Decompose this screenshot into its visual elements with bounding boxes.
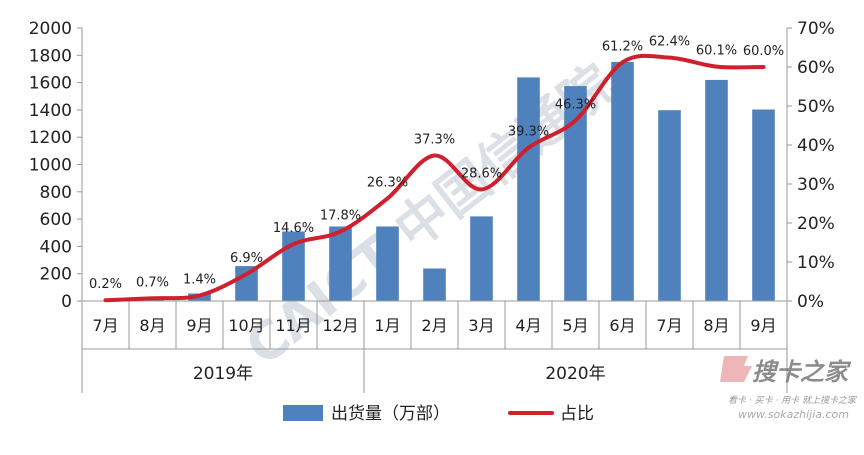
- y-right-tick-label: 0%: [797, 292, 824, 312]
- bar-12: [611, 62, 634, 301]
- share-data-label: 1.4%: [183, 273, 216, 288]
- share-data-label: 14.6%: [273, 221, 314, 236]
- y-right-tick-label: 10%: [797, 253, 835, 273]
- bar-10: [517, 77, 540, 301]
- bar-15: [752, 110, 775, 302]
- bar-7: [376, 227, 399, 302]
- y-left-tick-label: 1600: [29, 74, 72, 94]
- share-data-label: 0.7%: [136, 275, 169, 290]
- y-left-tick-label: 1200: [29, 128, 72, 148]
- bar-9: [470, 216, 493, 301]
- category-label: 5月: [562, 316, 588, 335]
- category-label: 6月: [609, 316, 635, 335]
- y-left-tick-label: 0: [61, 292, 72, 312]
- category-label: 1月: [374, 316, 400, 335]
- category-label: 9月: [186, 316, 212, 335]
- bar-14: [705, 80, 728, 301]
- category-label: 10月: [228, 316, 264, 335]
- legend-label-shipments: 出货量（万部）: [331, 404, 450, 424]
- category-label: 7月: [656, 316, 682, 335]
- y-right-tick-label: 20%: [797, 214, 835, 234]
- category-label: 11月: [275, 316, 311, 335]
- share-data-label: 60.1%: [696, 44, 737, 59]
- share-data-label: 17.8%: [320, 209, 361, 224]
- share-data-label: 39.3%: [508, 125, 549, 140]
- corner-logo-text: 搜卡之家: [752, 358, 852, 386]
- category-label: 8月: [703, 316, 729, 335]
- legend-label-share: 占比: [560, 404, 594, 424]
- y-right-tick-label: 70%: [797, 19, 835, 39]
- share-data-label: 37.3%: [414, 133, 455, 148]
- year-label: 2020年: [545, 364, 605, 384]
- y-right-tick-label: 40%: [797, 136, 835, 156]
- y-left-tick-label: 1000: [29, 156, 72, 176]
- share-data-label: 26.3%: [367, 175, 408, 190]
- y-right-tick-label: 50%: [797, 97, 835, 117]
- share-data-label: 61.2%: [602, 39, 643, 54]
- y-left-tick-label: 200: [40, 265, 72, 285]
- category-label: 12月: [322, 316, 358, 335]
- bar-6: [329, 227, 352, 302]
- category-label: 9月: [750, 316, 776, 335]
- y-left-tick-label: 800: [40, 183, 72, 203]
- bar-8: [423, 269, 446, 302]
- category-label: 3月: [468, 316, 494, 335]
- y-left-tick-label: 2000: [29, 19, 72, 39]
- share-data-label: 6.9%: [230, 251, 263, 266]
- share-data-label: 60.0%: [743, 44, 784, 59]
- y-left-tick-label: 400: [40, 237, 72, 257]
- y-left-tick-label: 1800: [29, 46, 72, 66]
- y-right-tick-label: 60%: [797, 58, 835, 78]
- bar-13: [658, 110, 681, 301]
- y-left-tick-label: 600: [40, 210, 72, 230]
- share-data-label: 28.6%: [461, 166, 502, 181]
- y-left-tick-label: 1400: [29, 101, 72, 121]
- category-label: 7月: [92, 316, 118, 335]
- category-label: 4月: [515, 316, 541, 335]
- share-data-label: 46.3%: [555, 97, 596, 112]
- corner-tagline: 看卡 · 买卡 · 用卡 就上搜卡之家: [728, 395, 857, 406]
- category-label: 2月: [421, 316, 447, 335]
- year-label: 2019年: [193, 364, 253, 384]
- category-label: 8月: [139, 316, 165, 335]
- corner-url: www.sokazhijia.com: [738, 408, 849, 421]
- y-right-tick-label: 30%: [797, 175, 835, 195]
- share-data-label: 62.4%: [649, 35, 690, 50]
- legend-swatch-shipments: [283, 405, 323, 421]
- share-data-label: 0.2%: [89, 277, 122, 292]
